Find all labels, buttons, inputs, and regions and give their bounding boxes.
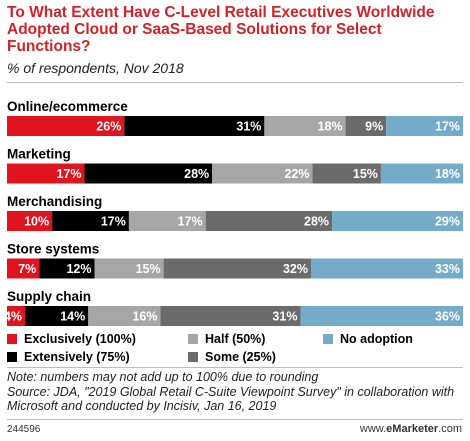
bar-segment-marketing-half-50 (212, 163, 313, 184)
bar-segment-supply-chain-extensively-75 (25, 306, 89, 326)
bar-segment-online-ecommerce-half-50 (264, 116, 346, 136)
bar-segment-store-systems-some-25 (163, 258, 311, 279)
category-label-marketing: Marketing (7, 147, 71, 162)
bar-segment-marketing-exclusively-100 (7, 163, 85, 184)
brand-suffix: .com (438, 423, 462, 435)
category-label-store-systems: Store systems (7, 242, 99, 257)
source-note: Note: numbers may not add up to 100% due… (7, 370, 463, 414)
note-rounding: Note: numbers may not add up to 100% due… (7, 370, 319, 384)
footer-divider (7, 419, 463, 420)
data-label-supply-chain-half-50: 16% (132, 310, 157, 324)
bar-segment-supply-chain-exclusively-100 (7, 306, 26, 326)
bar-segment-supply-chain-half-50 (88, 306, 161, 326)
data-label-store-systems-some-25: 32% (283, 262, 308, 276)
category-label-supply-chain: Supply chain (7, 289, 91, 304)
bar-segment-store-systems-half-50 (94, 258, 164, 279)
bar-segment-merchandising-extensively-75 (52, 211, 129, 231)
bar-segment-online-ecommerce-some-25 (345, 116, 387, 136)
chart-title: To What Extent Have C-Level Retail Execu… (7, 4, 435, 55)
bar-segment-store-systems-no-adoption (311, 258, 463, 279)
bar-segment-online-ecommerce-extensively-75 (124, 116, 265, 136)
bar-segment-merchandising-half-50 (128, 211, 206, 231)
legend-divider (7, 367, 463, 368)
data-label-merchandising-some-25: 28% (304, 215, 329, 229)
data-label-marketing-half-50: 22% (284, 167, 309, 181)
data-label-marketing-exclusively-100: 17% (56, 167, 81, 181)
data-label-supply-chain-extensively-75: 14% (60, 310, 85, 324)
data-label-store-systems-no-adoption: 33% (435, 262, 460, 276)
data-label-supply-chain-no-adoption: 36% (435, 310, 460, 324)
bar-segment-supply-chain-some-25 (160, 306, 301, 326)
data-label-online-ecommerce-extensively-75: 31% (236, 120, 261, 134)
data-label-merchandising-exclusively-100: 10% (24, 215, 49, 229)
data-label-merchandising-no-adoption: 29% (435, 215, 460, 229)
bar-segment-online-ecommerce-no-adoption (386, 116, 463, 136)
chart-subtitle: % of respondents, Nov 2018 (7, 60, 184, 76)
data-label-store-systems-extensively-75: 12% (66, 262, 91, 276)
bar-segment-online-ecommerce-exclusively-100 (7, 116, 125, 136)
data-label-online-ecommerce-half-50: 18% (318, 120, 343, 134)
data-label-merchandising-half-50: 17% (178, 215, 203, 229)
data-label-store-systems-half-50: 15% (136, 262, 161, 276)
bar-segment-merchandising-exclusively-100 (7, 211, 53, 231)
top-divider (7, 82, 463, 83)
data-label-marketing-extensively-75: 28% (184, 167, 209, 181)
bar-segment-store-systems-extensively-75 (39, 258, 95, 279)
bar-segment-merchandising-some-25 (205, 211, 333, 231)
bar-segment-marketing-some-25 (312, 163, 381, 184)
brand-prefix: www. (359, 423, 387, 435)
data-label-online-ecommerce-no-adoption: 17% (435, 120, 460, 134)
bar-segment-supply-chain-no-adoption (300, 306, 463, 326)
category-label-merchandising: Merchandising (7, 194, 102, 209)
bar-segment-merchandising-no-adoption (332, 211, 463, 231)
data-label-store-systems-exclusively-100: 7% (18, 262, 36, 276)
data-label-online-ecommerce-some-25: 9% (365, 120, 383, 134)
bar-segment-marketing-no-adoption (380, 163, 463, 184)
brand-logo: www.eMarketer.com (360, 423, 462, 435)
chart-id: 244596 (7, 424, 41, 435)
bar-segment-store-systems-exclusively-100 (7, 258, 40, 279)
data-label-merchandising-extensively-75: 17% (101, 215, 126, 229)
data-label-supply-chain-some-25: 31% (272, 310, 297, 324)
data-label-marketing-some-25: 15% (353, 167, 378, 181)
data-label-marketing-no-adoption: 18% (435, 167, 460, 181)
data-label-supply-chain-exclusively-100: 4% (4, 310, 22, 324)
brand-name: eMarketer (386, 423, 439, 435)
category-label-online-ecommerce: Online/ecommerce (7, 99, 128, 114)
bar-segment-marketing-extensively-75 (84, 163, 213, 184)
note-source: Source: JDA, "2019 Global Retail C-Suite… (7, 384, 455, 414)
data-label-online-ecommerce-exclusively-100: 26% (96, 120, 121, 134)
